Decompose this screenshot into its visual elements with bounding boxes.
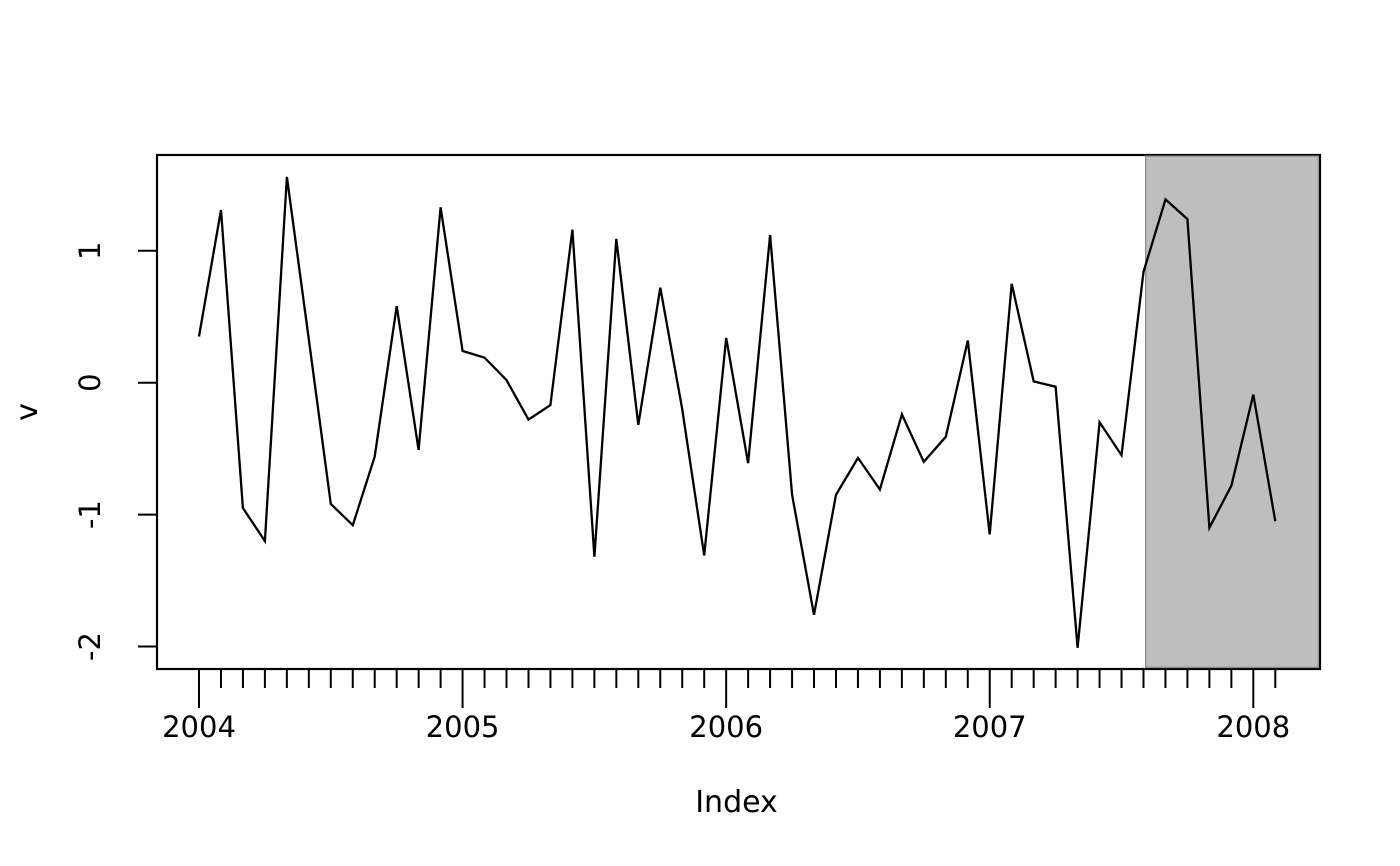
plot-frame <box>155 153 1322 671</box>
x-tick-label: 2008 <box>1216 710 1290 744</box>
x-tick-label: 2005 <box>426 710 500 744</box>
y-tick-label: -1 <box>73 500 107 529</box>
y-tick-label: -2 <box>73 632 107 661</box>
x-tick-label: 2006 <box>689 710 763 744</box>
x-tick-label: 2004 <box>162 710 236 744</box>
highlight-region <box>1144 155 1320 669</box>
y-tick-label: 1 <box>73 242 107 260</box>
x-tick-label: 2007 <box>953 710 1027 744</box>
series-line <box>197 176 1277 648</box>
y-tick-label: 0 <box>73 373 107 391</box>
x-axis-title: Index <box>695 785 778 820</box>
y-axis-title: v <box>10 403 45 421</box>
